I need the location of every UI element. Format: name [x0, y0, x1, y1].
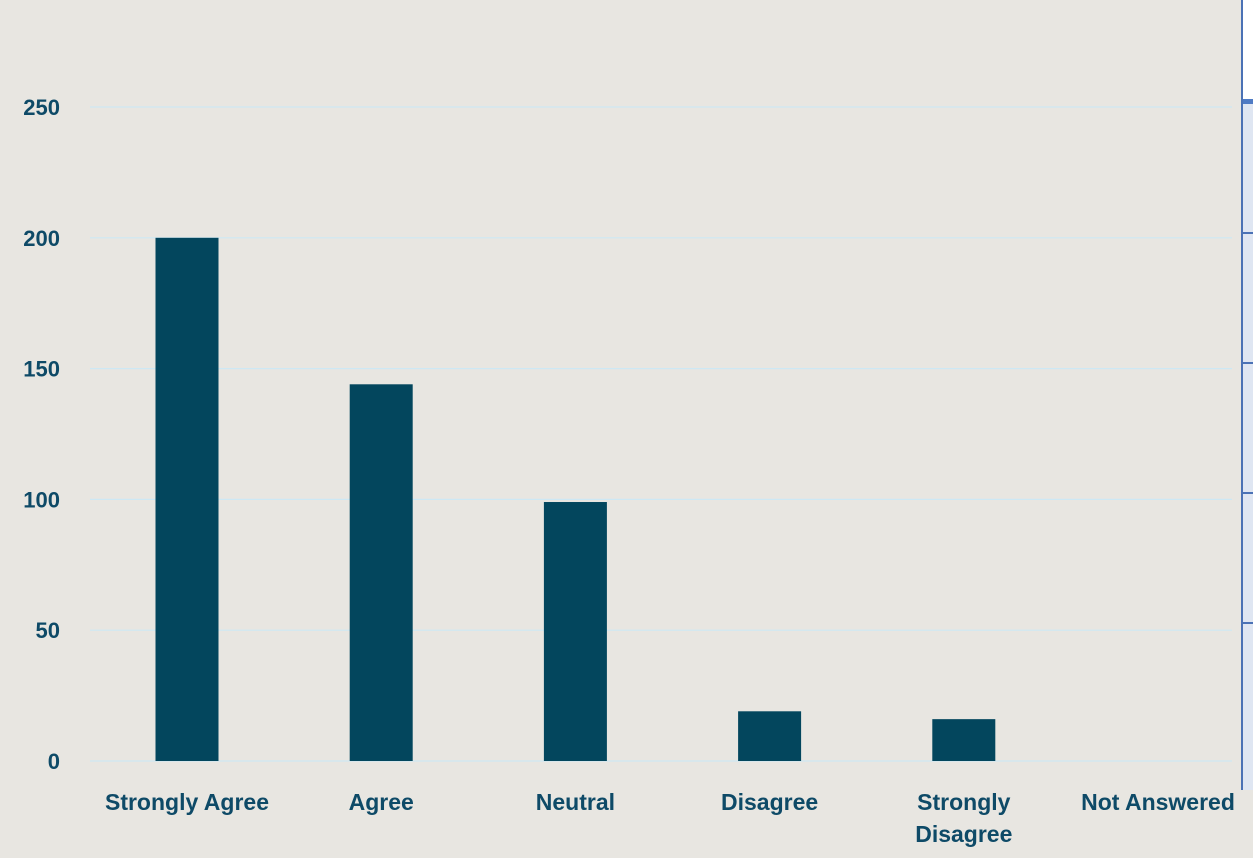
bars	[155, 237, 996, 762]
table-header	[1243, 0, 1253, 104]
x-category-label: Agree	[349, 789, 414, 815]
x-category-label: Not Answered	[1081, 789, 1235, 815]
table-row	[1243, 624, 1253, 710]
x-category-label: Strongly Agree	[105, 789, 269, 815]
bar	[349, 384, 413, 761]
x-axis-category-labels: Strongly Agree Agree Neutral Disagree Strong…	[105, 789, 1235, 847]
gridlines	[90, 106, 1232, 762]
y-tick-label: 200	[23, 226, 60, 251]
bar	[738, 711, 802, 761]
table-row	[1243, 104, 1253, 234]
table-row	[1243, 364, 1253, 494]
y-tick-label: 250	[23, 95, 60, 120]
bar	[155, 237, 219, 762]
bar	[932, 719, 996, 761]
y-axis-tick-labels: 0 50 100 150 200 250	[23, 95, 60, 774]
table-row	[1243, 494, 1253, 624]
bar	[543, 502, 607, 761]
y-tick-label: 100	[23, 487, 60, 512]
x-category-label: Neutral	[536, 789, 615, 815]
y-tick-label: 0	[48, 749, 60, 774]
y-tick-label: 50	[36, 618, 60, 643]
partial-table-edge	[1241, 0, 1253, 790]
x-category-label: Disagree	[721, 789, 818, 815]
table-row	[1243, 234, 1253, 364]
x-category-label: Strongly Disagree	[915, 789, 1012, 847]
y-tick-label: 150	[23, 357, 60, 382]
